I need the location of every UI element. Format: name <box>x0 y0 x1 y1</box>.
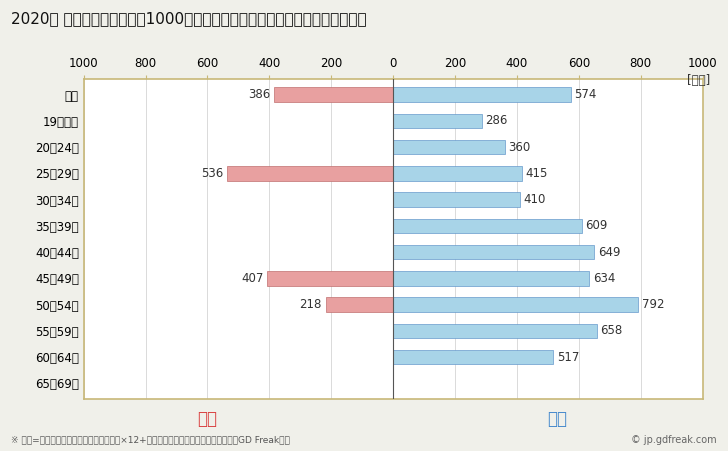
Bar <box>267 271 393 285</box>
Bar <box>393 324 597 338</box>
Bar <box>393 140 505 154</box>
Text: 2020年 民間企業（従業者数1000人以上）フルタイム労働者の男女別平均年収: 2020年 民間企業（従業者数1000人以上）フルタイム労働者の男女別平均年収 <box>11 11 366 26</box>
Text: 386: 386 <box>248 88 270 101</box>
Bar <box>325 297 393 312</box>
Text: 218: 218 <box>300 298 322 311</box>
Text: 360: 360 <box>508 141 531 154</box>
Bar <box>393 245 594 259</box>
Text: [万円]: [万円] <box>687 74 710 87</box>
Bar <box>393 350 553 364</box>
Bar <box>393 219 582 233</box>
Text: 410: 410 <box>523 193 546 206</box>
Bar <box>393 87 571 102</box>
Text: 536: 536 <box>202 167 223 180</box>
Bar <box>393 297 638 312</box>
Text: 634: 634 <box>593 272 615 285</box>
Bar <box>393 271 589 285</box>
Text: 286: 286 <box>486 115 507 128</box>
Text: 415: 415 <box>525 167 547 180</box>
Text: 407: 407 <box>241 272 264 285</box>
Text: 609: 609 <box>585 219 608 232</box>
Text: 517: 517 <box>557 350 579 364</box>
Bar <box>393 193 520 207</box>
Text: © jp.gdfreak.com: © jp.gdfreak.com <box>631 435 717 445</box>
Text: 574: 574 <box>574 88 597 101</box>
Bar <box>393 114 482 128</box>
Text: 658: 658 <box>601 324 622 337</box>
Bar <box>227 166 393 181</box>
Bar <box>274 87 393 102</box>
Text: 649: 649 <box>598 246 620 259</box>
Text: 792: 792 <box>642 298 665 311</box>
Text: ※ 年収=「きまって支給する現金給与額」×12+「年間賞与その他特別給与額」としてGD Freak推計: ※ 年収=「きまって支給する現金給与額」×12+「年間賞与その他特別給与額」とし… <box>11 435 290 444</box>
Text: 女性: 女性 <box>197 410 218 428</box>
Text: 男性: 男性 <box>547 410 567 428</box>
Bar <box>393 166 521 181</box>
